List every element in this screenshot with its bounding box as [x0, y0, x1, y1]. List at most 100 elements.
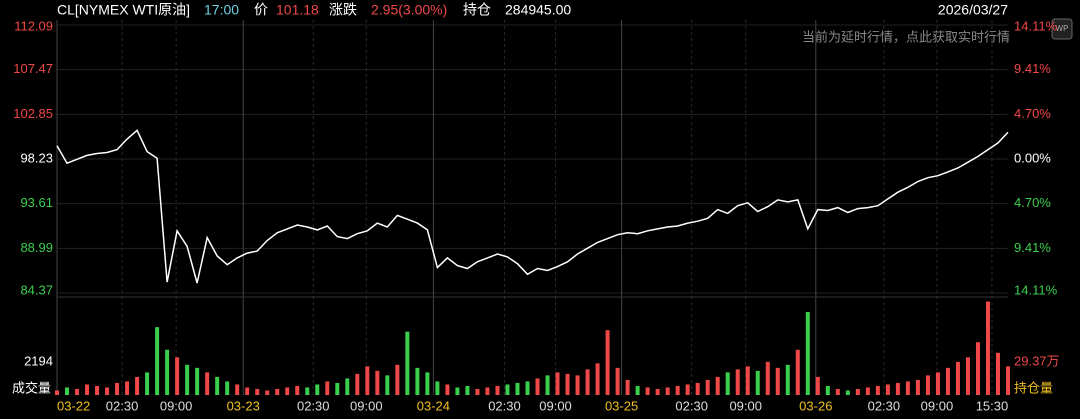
- x-tick-label: 03-23: [227, 398, 260, 413]
- y2-tick-label: 4.70%: [1014, 106, 1051, 121]
- volume-bar: [525, 381, 530, 395]
- y-tick-label: 88.99: [20, 240, 53, 255]
- volume-bar: [975, 342, 980, 395]
- volume-bar: [535, 378, 540, 395]
- volume-bar: [105, 387, 110, 395]
- delay-notice[interactable]: 当前为延时行情，点此获取实时行情: [802, 29, 1010, 44]
- time: 17:00: [204, 2, 239, 18]
- volume-bar: [145, 372, 150, 395]
- x-tick-label: 02:30: [488, 398, 521, 413]
- volume-bar: [745, 366, 750, 395]
- volume-bar: [675, 385, 680, 395]
- x-tick-label: 03-26: [799, 398, 832, 413]
- x-tick-label: 09:00: [921, 398, 954, 413]
- volume-bar: [705, 379, 710, 395]
- volume-bar: [555, 372, 560, 395]
- x-tick-label: 03-22: [57, 398, 90, 413]
- volume-bar: [795, 349, 800, 395]
- oi-label: 持仓: [463, 2, 491, 18]
- volume-bar: [485, 387, 490, 395]
- volume-bar: [75, 388, 80, 395]
- volume-bar: [995, 352, 1000, 395]
- x-tick-label: 02:30: [868, 398, 901, 413]
- volume-bar: [825, 385, 830, 395]
- volume-bar: [285, 387, 290, 395]
- volume-bar: [475, 388, 480, 395]
- volume-bar: [925, 375, 930, 395]
- y2-tick-label: 0.00%: [1014, 150, 1051, 165]
- symbol: CL[NYMEX WTI原油]: [57, 2, 190, 18]
- volume-bar: [695, 382, 700, 395]
- volume-bar: [1006, 366, 1010, 395]
- volume-bar: [455, 387, 460, 395]
- volume-bar: [465, 385, 470, 395]
- volume-bar: [585, 369, 590, 395]
- volume-bar: [305, 387, 310, 395]
- volume-bar: [55, 390, 59, 395]
- volume-bar: [575, 375, 580, 395]
- volume-bar: [615, 367, 620, 395]
- y2-tick-label: 9.41%: [1014, 61, 1051, 76]
- volume-bar: [215, 376, 220, 395]
- volume-bar: [815, 376, 820, 395]
- volume-bar: [515, 382, 520, 395]
- volume-bar: [115, 382, 120, 395]
- volume-bar: [665, 387, 670, 395]
- volume-name: 成交量: [12, 380, 51, 395]
- volume-bar: [915, 379, 920, 395]
- volume-bar: [765, 361, 770, 395]
- volume-bar: [725, 372, 730, 395]
- price: 101.18: [276, 2, 319, 18]
- volume-bar: [225, 381, 230, 395]
- volume-bar: [325, 381, 330, 395]
- y-tick-label: 102.85: [13, 106, 53, 121]
- volume-bar: [315, 384, 320, 395]
- volume-bar: [595, 363, 600, 395]
- volume-bar: [275, 388, 280, 395]
- y2-tick-label: 14.11%: [1014, 282, 1058, 297]
- volume-bar: [685, 384, 690, 395]
- x-tick-label: 09:00: [350, 398, 383, 413]
- volume-bar: [735, 369, 740, 395]
- volume-bar: [855, 388, 860, 395]
- volume-bar: [985, 301, 990, 395]
- volume-bar: [435, 381, 440, 395]
- volume-bar: [365, 366, 370, 395]
- volume-bar: [375, 370, 380, 395]
- volume-bar: [885, 384, 890, 395]
- x-tick-label: 03-25: [605, 398, 638, 413]
- volume-bar: [125, 381, 130, 395]
- volume-bar: [245, 387, 250, 395]
- volume-bar: [135, 376, 140, 395]
- volume-bar: [605, 330, 610, 395]
- volume-bar: [785, 364, 790, 395]
- volume-bar: [265, 390, 270, 395]
- volume-bar: [845, 390, 850, 395]
- volume-bar: [85, 384, 90, 395]
- y-tick-label: 98.23: [20, 150, 53, 165]
- x-tick-label: 15:30: [976, 398, 1009, 413]
- volume-bar: [865, 387, 870, 395]
- y-tick-label: 107.47: [13, 61, 53, 76]
- x-tick-label: 02:30: [297, 398, 330, 413]
- y-tick-label: 112.09: [14, 18, 53, 33]
- change-label: 涨跌: [329, 2, 357, 18]
- volume-bar: [355, 373, 360, 395]
- volume-bar: [945, 367, 950, 395]
- volume-bar: [345, 378, 350, 395]
- volume-tick-label: 2194: [24, 353, 53, 368]
- x-tick-label: 02:30: [106, 398, 139, 413]
- volume-bar: [185, 364, 190, 395]
- volume-bar: [425, 372, 430, 395]
- volume-bar: [205, 372, 210, 395]
- volume-bar: [155, 327, 160, 395]
- volume-bar: [565, 373, 570, 395]
- volume-bar: [715, 376, 720, 395]
- volume-bar: [935, 372, 940, 395]
- x-tick-label: 09:00: [729, 398, 762, 413]
- badge[interactable]: WP: [1056, 24, 1069, 33]
- oi: 284945.00: [505, 2, 571, 18]
- volume-bar: [95, 385, 100, 395]
- badge-box[interactable]: [1051, 18, 1073, 40]
